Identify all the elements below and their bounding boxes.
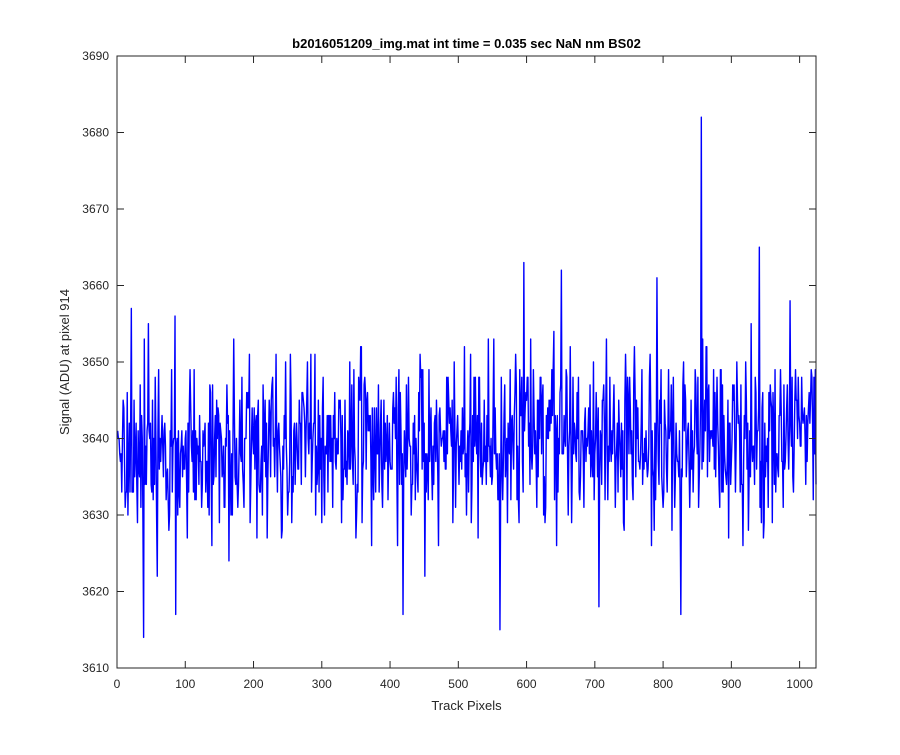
x-tick-label: 600	[517, 677, 537, 691]
y-tick-label: 3630	[82, 508, 109, 522]
x-tick-label: 400	[380, 677, 400, 691]
x-tick-label: 700	[585, 677, 605, 691]
x-tick-label: 900	[721, 677, 741, 691]
y-axis-ticks: 3610 3620 3630 3640 3650 3660 3670 3680 3690	[82, 49, 816, 675]
plot-area	[117, 56, 816, 668]
series-layer	[116, 116, 817, 639]
x-tick-label: 300	[312, 677, 332, 691]
x-axis-ticks: 0 100 200 300 400 500 600 700 800 900 1000	[114, 56, 813, 691]
signal-series-line	[116, 116, 817, 639]
x-tick-label: 800	[653, 677, 673, 691]
y-tick-label: 3680	[82, 126, 109, 140]
y-tick-label: 3660	[82, 279, 109, 293]
x-tick-label: 1000	[786, 677, 813, 691]
y-tick-label: 3650	[82, 355, 109, 369]
x-tick-label: 200	[244, 677, 264, 691]
y-axis-label: Signal (ADU) at pixel 914	[57, 289, 72, 435]
y-tick-label: 3640	[82, 432, 109, 446]
x-tick-label: 100	[175, 677, 195, 691]
x-axis-label: Track Pixels	[431, 698, 502, 713]
y-tick-label: 3690	[82, 49, 109, 63]
x-tick-label: 500	[448, 677, 468, 691]
y-tick-label: 3620	[82, 585, 109, 599]
y-tick-label: 3670	[82, 202, 109, 216]
x-tick-label: 0	[114, 677, 121, 691]
y-tick-label: 3610	[82, 661, 109, 675]
chart-title: b2016051209_img.mat int time = 0.035 sec…	[292, 36, 641, 51]
